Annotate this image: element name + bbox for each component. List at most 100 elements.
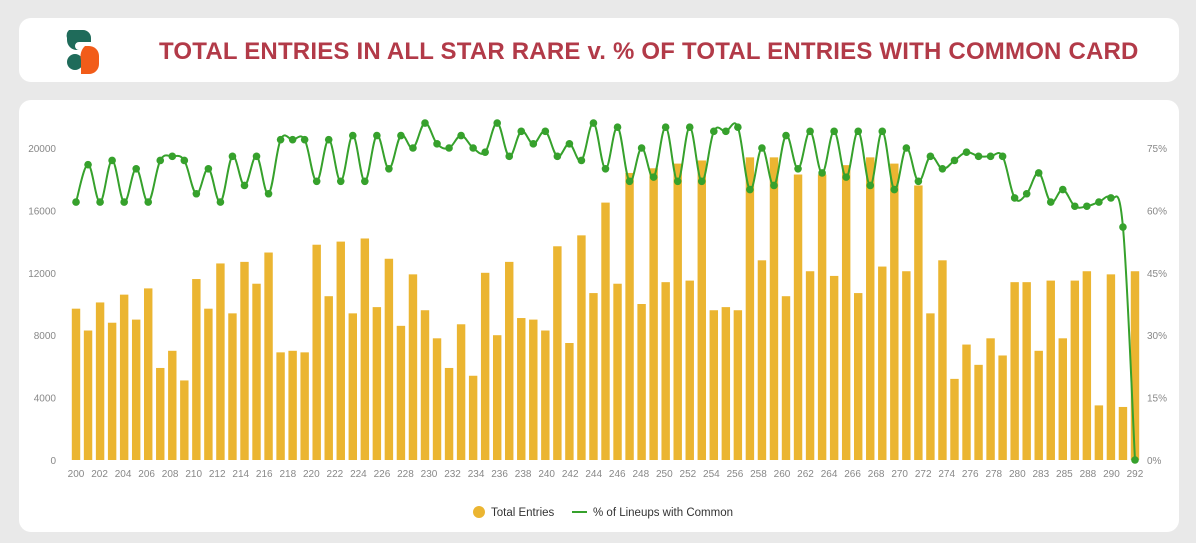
left-tick-label: 0	[50, 456, 56, 467]
line-point	[746, 185, 754, 194]
bar	[288, 350, 297, 460]
bar	[517, 318, 526, 460]
line-point	[445, 144, 453, 152]
line-point	[722, 127, 730, 136]
line-point	[252, 152, 261, 161]
line-point	[637, 144, 646, 152]
line-point	[216, 198, 225, 206]
line-point	[1034, 169, 1043, 177]
line-point	[553, 152, 562, 161]
line-point	[734, 123, 742, 131]
x-tick-label: 250	[656, 469, 673, 480]
line-point	[986, 152, 995, 161]
line-point	[770, 181, 778, 190]
bar	[1082, 271, 1092, 460]
x-tick-label: 210	[185, 469, 202, 480]
right-tick-label: 15%	[1147, 394, 1167, 405]
line-point	[324, 135, 333, 144]
x-tick-label: 264	[821, 469, 838, 480]
line-point	[926, 152, 935, 161]
bar	[168, 350, 177, 460]
left-tick-label: 20000	[28, 144, 56, 155]
line-point	[697, 177, 706, 186]
line-point	[541, 127, 550, 136]
x-tick-label: 238	[515, 469, 532, 480]
bar	[372, 307, 382, 460]
header-panel: TOTAL ENTRIES IN ALL STAR RARE v. % OF T…	[19, 18, 1179, 82]
x-tick-label: 214	[232, 469, 249, 480]
x-tick-label: 244	[585, 469, 602, 480]
bar	[805, 271, 815, 460]
left-tick-label: 8000	[34, 331, 57, 342]
line-point	[348, 131, 357, 140]
right-tick-label: 0%	[1147, 456, 1162, 467]
bar	[1118, 406, 1128, 460]
x-tick-label: 212	[209, 469, 226, 480]
line-point	[180, 156, 189, 165]
x-tick-label: 288	[1080, 469, 1097, 480]
line-point	[385, 165, 393, 173]
bar-series	[71, 157, 1140, 461]
bar	[107, 322, 117, 460]
bar	[553, 246, 562, 460]
x-tick-label: 268	[868, 469, 885, 480]
x-tick-label: 228	[397, 469, 414, 480]
bar	[336, 241, 345, 460]
bar	[156, 367, 165, 460]
x-tick-label: 216	[256, 469, 273, 480]
line-point	[336, 177, 345, 186]
left-tick-label: 12000	[28, 269, 56, 280]
bar	[938, 260, 947, 460]
left-tick-label: 4000	[34, 394, 57, 405]
bar	[83, 330, 93, 460]
bar	[119, 294, 129, 460]
x-tick-label: 290	[1103, 469, 1120, 480]
line-point	[481, 148, 489, 156]
line-point	[517, 127, 526, 136]
line-point	[842, 173, 850, 181]
x-tick-label: 280	[1009, 469, 1026, 480]
bar	[420, 310, 430, 460]
line-point	[878, 127, 887, 136]
bar	[480, 272, 490, 460]
right-tick-label: 30%	[1147, 331, 1167, 342]
bar	[228, 313, 237, 460]
line-point	[1058, 185, 1067, 194]
bar	[529, 319, 538, 460]
line-point	[661, 123, 670, 131]
line-point	[649, 173, 658, 181]
bar	[264, 252, 273, 460]
bar	[204, 308, 213, 460]
left-axis: 0 4000 8000 12000 16000 20000	[28, 144, 56, 467]
bar	[721, 307, 731, 460]
x-tick-label: 230	[421, 469, 438, 480]
line-point	[613, 123, 622, 131]
line-point	[830, 127, 838, 136]
bar	[661, 282, 670, 460]
line-point	[1010, 194, 1019, 202]
line-point	[397, 131, 405, 140]
line-point	[1071, 202, 1079, 211]
bar	[1070, 280, 1080, 460]
bar	[1034, 350, 1043, 460]
x-tick-label: 226	[374, 469, 391, 480]
x-tick-label: 248	[632, 469, 649, 480]
bar	[601, 202, 610, 460]
bar	[902, 271, 911, 460]
x-axis: 200 202 204 206 208 210 212 214 216 218 220 222 224 2…	[68, 469, 1144, 480]
legend-bar-label: Total Entries	[491, 507, 555, 519]
line-point	[914, 177, 923, 186]
line-point	[505, 152, 514, 161]
bar	[444, 367, 454, 460]
x-tick-label: 242	[562, 469, 579, 480]
line-point	[72, 198, 80, 206]
line-point	[493, 119, 501, 127]
line-point	[1083, 202, 1091, 211]
bar	[878, 266, 887, 460]
brand-logo-icon	[66, 30, 99, 74]
bar	[962, 344, 971, 460]
legend-bar-swatch-icon	[473, 506, 485, 518]
line-point	[409, 144, 417, 152]
line-point	[1107, 194, 1115, 202]
x-tick-label: 232	[444, 469, 461, 480]
